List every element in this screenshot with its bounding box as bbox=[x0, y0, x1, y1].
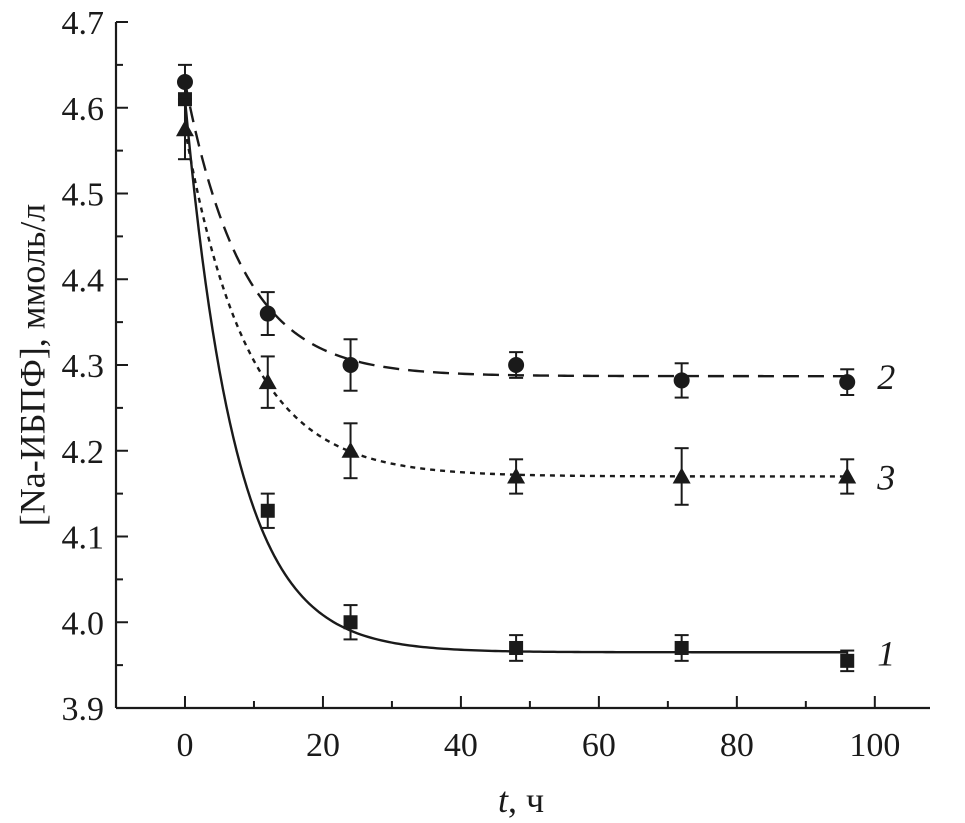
square-marker-series-1 bbox=[840, 653, 855, 668]
square-marker-series-1 bbox=[343, 615, 358, 630]
series-label-3: 3 bbox=[876, 457, 895, 497]
x-tick-label: 20 bbox=[306, 727, 340, 764]
y-tick-label: 3.9 bbox=[62, 691, 105, 728]
y-tick-label: 4.2 bbox=[62, 434, 105, 471]
circle-marker-series-2 bbox=[839, 374, 856, 391]
triangle-marker-series-3 bbox=[672, 467, 691, 484]
y-tick-label: 4.6 bbox=[62, 91, 105, 128]
x-axis-title-unit: , ч bbox=[508, 780, 544, 820]
series-label-1: 1 bbox=[877, 633, 895, 673]
data-points bbox=[175, 63, 857, 673]
y-tick-label: 4.3 bbox=[62, 348, 105, 385]
triangle-marker-series-3 bbox=[507, 467, 526, 484]
x-axis-title: t, ч bbox=[498, 780, 544, 820]
circle-marker-series-2 bbox=[673, 372, 690, 389]
fit-curve-series-3 bbox=[183, 128, 848, 478]
triangle-marker-series-3 bbox=[838, 467, 857, 484]
series-label-2: 2 bbox=[877, 357, 895, 397]
y-tick-label: 4.0 bbox=[62, 605, 105, 642]
triangle-marker-series-3 bbox=[175, 120, 194, 137]
circle-marker-series-2 bbox=[259, 305, 276, 322]
x-tick-label: 40 bbox=[444, 727, 478, 764]
x-tick-label: 60 bbox=[582, 727, 616, 764]
square-marker-series-1 bbox=[260, 503, 275, 518]
y-tick-label: 4.1 bbox=[62, 520, 105, 557]
y-tick-label: 4.7 bbox=[62, 5, 105, 42]
series-labels: 1 2 3 bbox=[876, 357, 895, 673]
square-marker-series-1 bbox=[509, 640, 524, 655]
square-marker-series-1 bbox=[674, 640, 689, 655]
circle-marker-series-2 bbox=[342, 357, 359, 373]
x-tick-label: 100 bbox=[849, 727, 900, 764]
triangle-marker-series-3 bbox=[258, 373, 277, 390]
x-tick-label: 80 bbox=[720, 727, 754, 764]
fit-curve-series-2 bbox=[183, 81, 848, 378]
triangle-marker-series-3 bbox=[341, 441, 360, 458]
circle-marker-series-2 bbox=[176, 74, 193, 91]
axes: 0 20 40 60 80 100 3.9 4.0 4.1 4.2 4.3 4.4 4.5 4.6 4.7 t… bbox=[12, 5, 930, 820]
y-tick-label: 4.4 bbox=[62, 262, 105, 299]
y-tick-label: 4.5 bbox=[62, 177, 105, 214]
x-tick-label: 0 bbox=[176, 727, 193, 764]
y-axis-title: [Na-ИБПФ], ммоль/л bbox=[12, 204, 52, 527]
circle-marker-series-2 bbox=[508, 357, 525, 373]
x-axis-title-symbol: t bbox=[498, 780, 509, 820]
